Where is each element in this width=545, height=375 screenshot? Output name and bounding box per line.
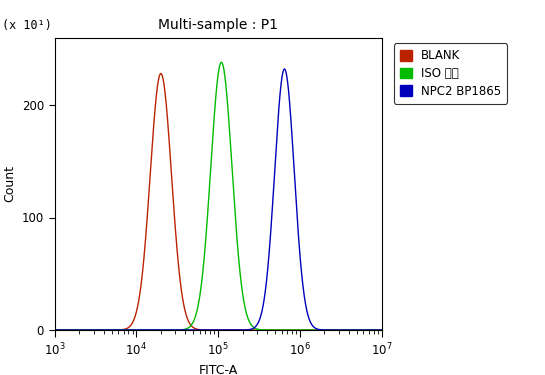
ISO 多抗 <box>294 328 300 332</box>
ISO 多抗 <box>378 328 385 332</box>
Line: BLANK: BLANK <box>54 74 382 330</box>
ISO 多抗 <box>51 328 58 332</box>
ISO 多抗 <box>68 328 74 332</box>
BLANK <box>68 328 74 332</box>
ISO 多抗 <box>245 316 251 321</box>
BLANK <box>169 193 176 198</box>
BLANK <box>51 328 58 332</box>
X-axis label: FITC-A: FITC-A <box>198 364 238 375</box>
NPC2 BP1865 <box>281 67 288 71</box>
NPC2 BP1865 <box>311 325 318 330</box>
BLANK <box>158 71 164 76</box>
NPC2 BP1865 <box>68 328 74 332</box>
Text: (x 10¹): (x 10¹) <box>2 19 52 32</box>
ISO 多抗 <box>218 60 225 64</box>
NPC2 BP1865 <box>294 212 300 216</box>
BLANK <box>294 328 300 332</box>
BLANK <box>259 328 265 332</box>
Line: ISO 多抗: ISO 多抗 <box>54 62 382 330</box>
Title: Multi-sample : P1: Multi-sample : P1 <box>158 18 278 32</box>
Y-axis label: Count: Count <box>3 165 16 202</box>
ISO 多抗 <box>259 328 265 332</box>
NPC2 BP1865 <box>259 308 265 312</box>
ISO 多抗 <box>169 328 176 332</box>
Line: NPC2 BP1865: NPC2 BP1865 <box>54 69 382 330</box>
NPC2 BP1865 <box>245 327 251 332</box>
BLANK <box>245 328 251 332</box>
ISO 多抗 <box>311 328 318 332</box>
NPC2 BP1865 <box>378 328 385 332</box>
NPC2 BP1865 <box>169 328 176 332</box>
Legend: BLANK, ISO 多抗, NPC2 BP1865: BLANK, ISO 多抗, NPC2 BP1865 <box>394 44 507 104</box>
BLANK <box>311 328 318 332</box>
NPC2 BP1865 <box>51 328 58 332</box>
BLANK <box>378 328 385 332</box>
